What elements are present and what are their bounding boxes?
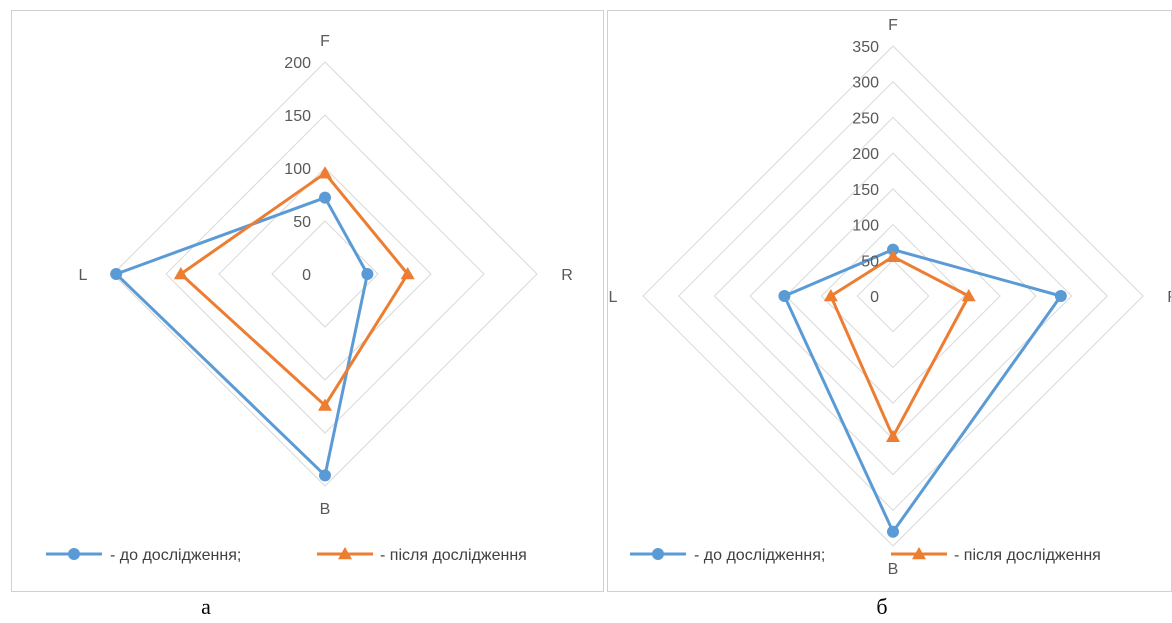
tick-label: 100: [852, 218, 879, 235]
tick-label: 0: [302, 267, 311, 284]
panel-label-b: б: [876, 594, 888, 619]
gridline: [856, 259, 930, 333]
legend-entry-before: - до дослідження;: [694, 547, 825, 564]
tick-label: 200: [284, 55, 311, 72]
series-line-after: [829, 255, 971, 439]
data-point-r: [400, 267, 415, 280]
axis-label-f: F: [320, 33, 330, 50]
data-point-b: [319, 469, 331, 482]
axis-label-b: B: [888, 561, 899, 578]
panel-label-a: а: [201, 594, 211, 619]
gridline: [820, 223, 966, 369]
data-point-l: [823, 289, 838, 302]
tick-label: 350: [852, 39, 879, 56]
data-point-r: [1054, 290, 1067, 302]
axis-label-b: B: [320, 501, 331, 518]
axis-label-r: R: [1167, 289, 1171, 306]
data-point-l: [778, 290, 791, 302]
gridline: [271, 220, 379, 328]
legend-marker: [68, 548, 80, 560]
radar-chart-a-svg: F R B L 0 50 100 150 200 - до дослідження; - після…: [46, 33, 573, 564]
tick-label: 200: [852, 146, 879, 163]
radar-chart-a: F R B L 0 50 100 150 200 - до дослідження; - після…: [11, 10, 604, 592]
legend-entry-after: - після дослідження: [380, 547, 527, 564]
data-point-f: [886, 249, 900, 262]
tick-label: 150: [284, 108, 311, 125]
gridline: [785, 188, 1001, 404]
axis-label-r: R: [561, 267, 573, 284]
gridline: [112, 61, 538, 487]
data-point-r: [361, 268, 374, 280]
tick-label: 50: [861, 253, 879, 270]
gridline: [165, 114, 485, 434]
gridline: [218, 167, 432, 381]
data-point-b: [318, 398, 332, 411]
legend-entry-before: - до дослідження;: [110, 547, 241, 564]
gridline: [749, 152, 1037, 440]
tick-label: 100: [284, 161, 311, 178]
radar-chart-b-svg: F R B L 0 50 100 150 200 250 300 350 - до дослідженн…: [609, 17, 1171, 578]
axis-label-l: L: [79, 267, 88, 284]
gridline: [713, 116, 1073, 476]
axis-label-f: F: [888, 17, 898, 34]
tick-label: 150: [852, 182, 879, 199]
series-line-before: [114, 196, 369, 477]
tick-label: 50: [293, 214, 311, 231]
data-point-f: [887, 243, 899, 256]
data-point-f: [319, 191, 331, 204]
data-point-r: [961, 289, 976, 302]
legend-entry-after: - після дослідження: [954, 547, 1101, 564]
data-point-l: [173, 267, 188, 280]
gridline: [642, 45, 1144, 547]
tick-label: 250: [852, 110, 879, 127]
gridline: [678, 81, 1108, 511]
radar-chart-b: F R B L 0 50 100 150 200 250 300 350 - до дослідженн…: [607, 10, 1172, 592]
legend-marker: [912, 547, 926, 560]
tick-label: 300: [852, 75, 879, 92]
tick-label: 0: [870, 289, 879, 306]
data-point-b: [887, 525, 899, 538]
axis-label-l: L: [609, 289, 618, 306]
legend-marker: [652, 548, 664, 560]
data-point-b: [886, 429, 900, 442]
legend-marker: [338, 547, 352, 560]
data-point-f: [318, 166, 332, 179]
data-point-l: [110, 268, 123, 280]
